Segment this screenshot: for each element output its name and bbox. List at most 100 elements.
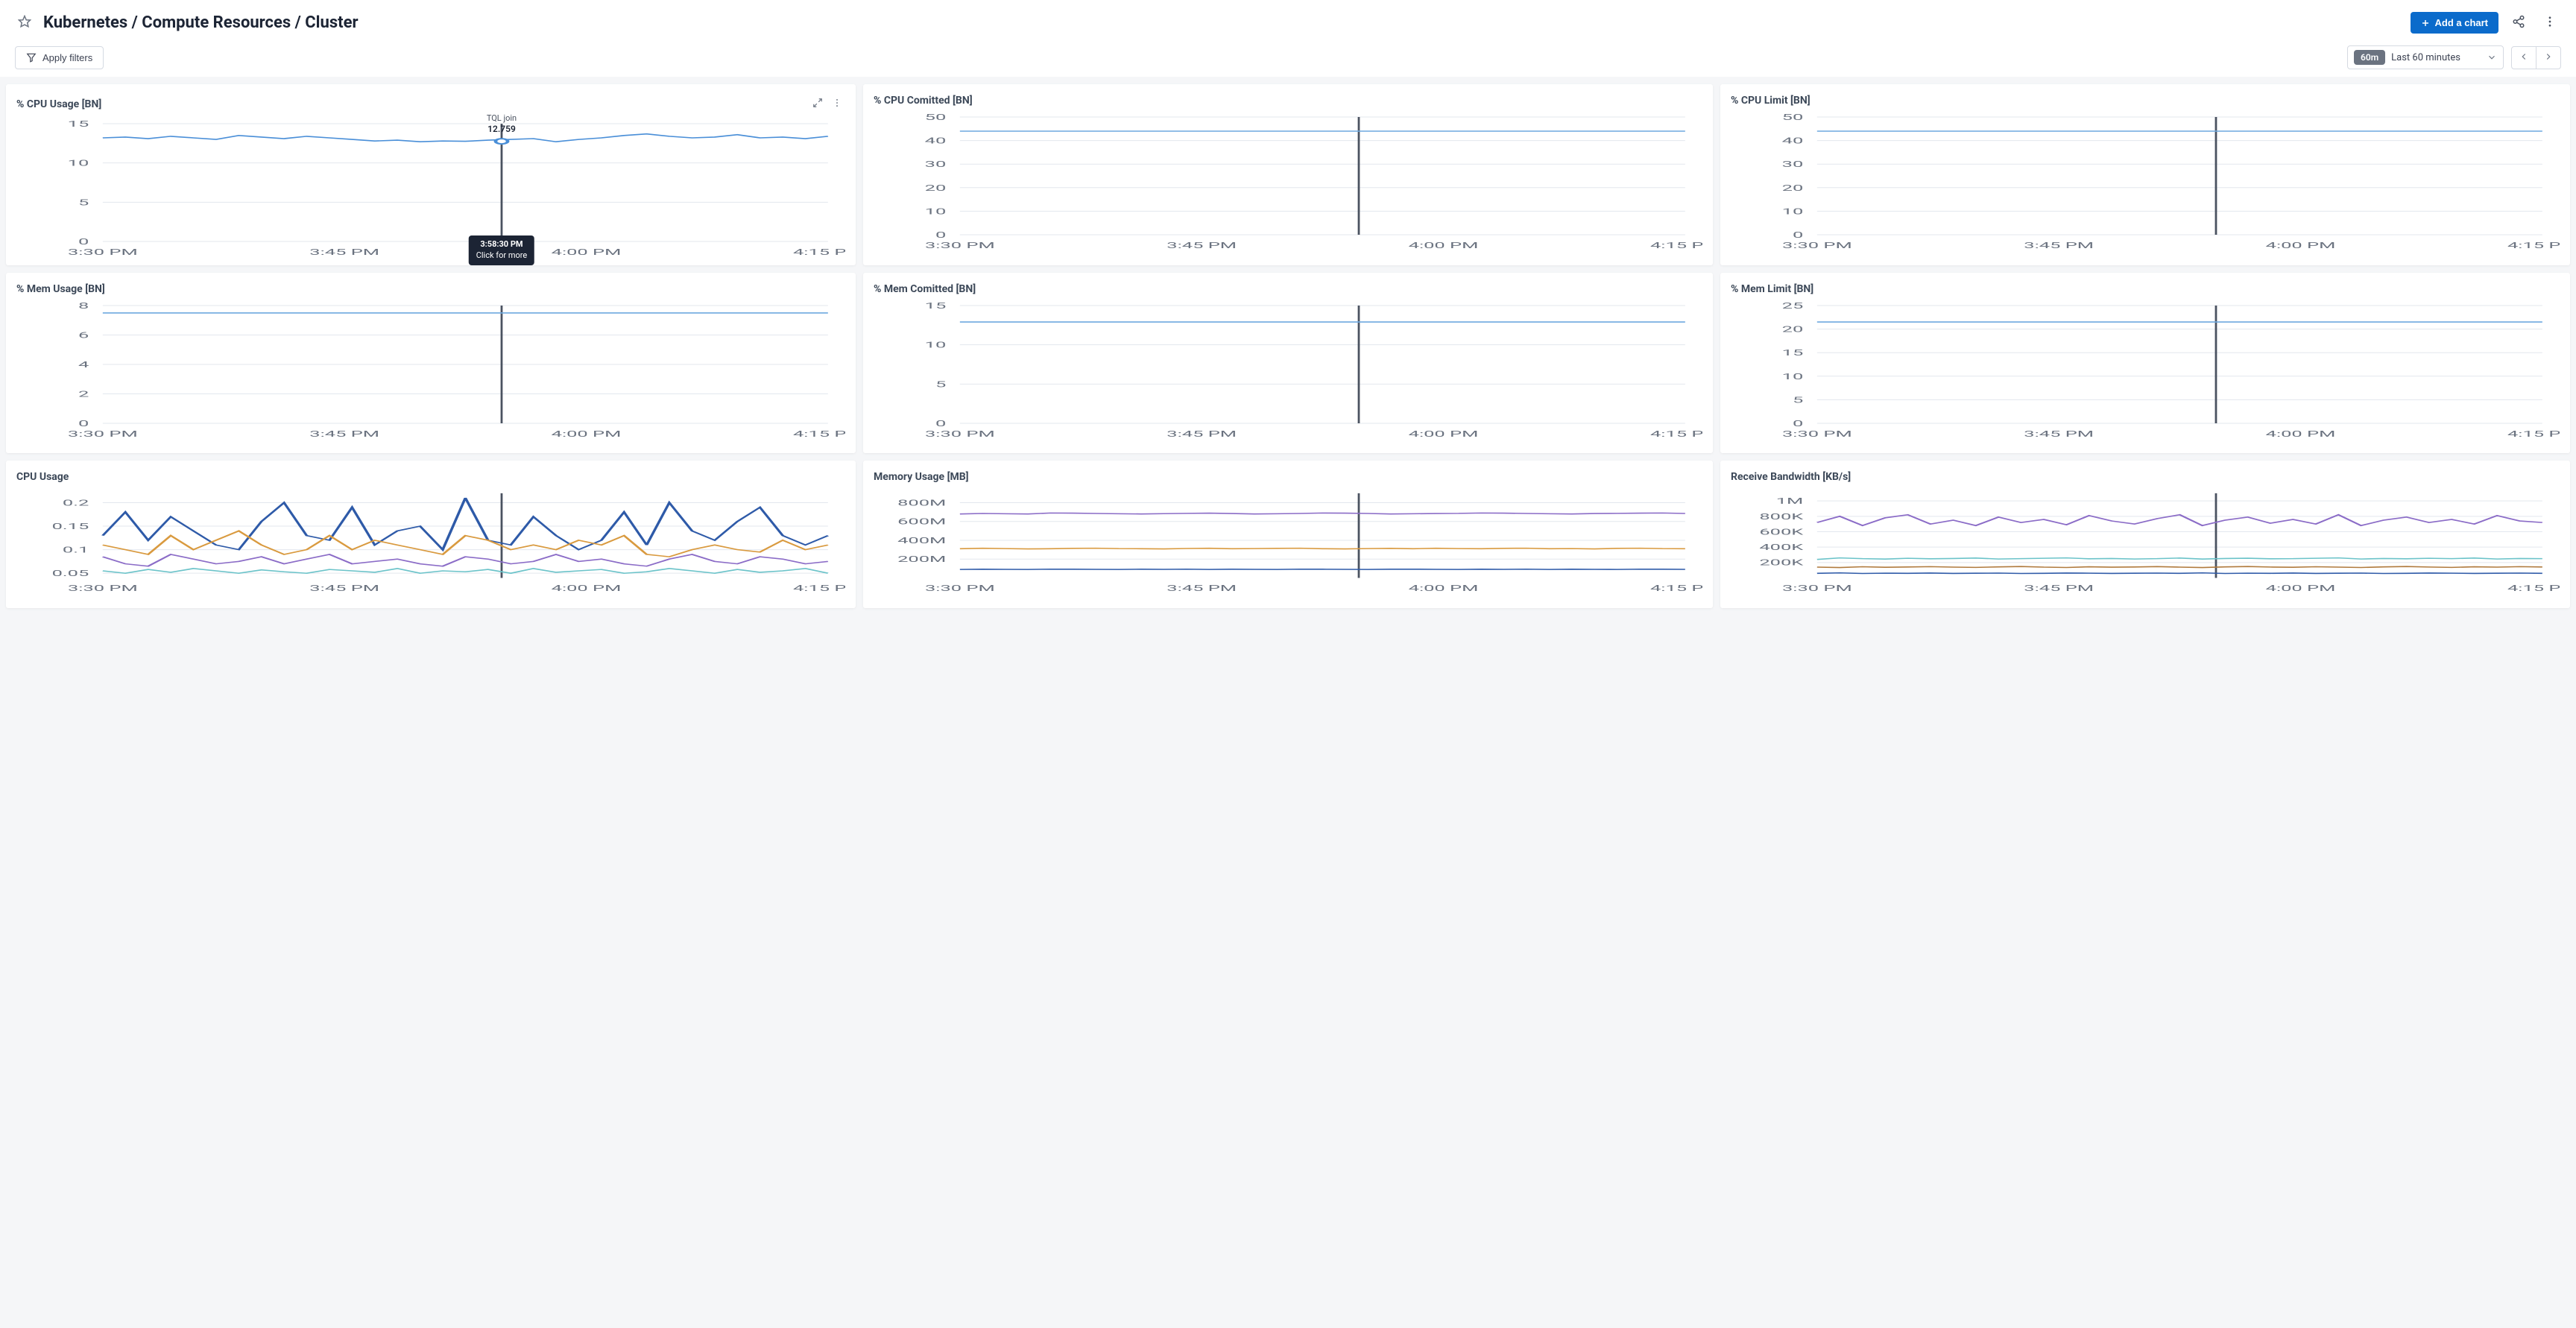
svg-text:40: 40 [925,136,947,146]
chart-svg: 200K400K600K800K1M3:30 PM3:45 PM4:00 PM4… [1731,487,2560,595]
chart-area[interactable]: 200K400K600K800K1M3:30 PM3:45 PM4:00 PM4… [1731,487,2560,595]
time-nav-group [2511,46,2561,69]
chart-svg: 010203040503:30 PM3:45 PM4:00 PM4:15 PM [874,111,1702,253]
panel-expand-button[interactable] [809,95,826,113]
svg-text:3:45 PM: 3:45 PM [1167,584,1237,593]
svg-text:4:00 PM: 4:00 PM [2266,241,2336,250]
time-next-button[interactable] [2536,47,2560,69]
page-title: Kubernetes / Compute Resources / Cluster [43,13,2402,32]
panel-title: % CPU Comitted [BN] [874,95,973,107]
svg-text:3:45 PM: 3:45 PM [2024,584,2094,593]
svg-text:4:00 PM: 4:00 PM [1409,241,1479,250]
chart-svg: 200M400M600M800M3:30 PM3:45 PM4:00 PM4:1… [874,487,1702,595]
svg-text:10: 10 [925,341,947,350]
svg-text:10: 10 [68,159,89,168]
dots-vertical-icon [2543,15,2557,28]
hover-series-label: TQL join [487,113,517,124]
panel-cpu_usage_pct: % CPU Usage [BN] 0510153:30 PM3:45 PM4:0… [6,84,856,265]
chart-area[interactable]: 200M400M600M800M3:30 PM3:45 PM4:00 PM4:1… [874,487,1702,595]
svg-text:3:45 PM: 3:45 PM [309,429,379,439]
svg-text:3:45 PM: 3:45 PM [309,247,379,257]
time-range-pill: 60m [2354,50,2385,65]
svg-text:6: 6 [78,330,89,340]
svg-text:4:15 PM: 4:15 PM [1650,429,1702,439]
apply-filters-label: Apply filters [42,52,92,63]
dots-vertical-icon [832,98,842,108]
panel-title: Receive Bandwidth [KB/s] [1731,471,1851,483]
svg-text:4:15 PM: 4:15 PM [793,429,845,439]
svg-text:3:30 PM: 3:30 PM [68,247,138,257]
svg-text:20: 20 [925,183,947,193]
more-menu-button[interactable] [2539,10,2561,35]
share-icon [2512,15,2525,28]
svg-text:10: 10 [1782,206,1804,216]
svg-text:600M: 600M [897,517,946,527]
svg-text:3:45 PM: 3:45 PM [1167,429,1237,439]
chart-area[interactable]: 010203040503:30 PM3:45 PM4:00 PM4:15 PM [1731,111,2560,253]
svg-text:3:45 PM: 3:45 PM [2024,429,2094,439]
chart-area[interactable]: 0510153:30 PM3:45 PM4:00 PM4:15 PM [874,300,1702,441]
cursor-tooltip[interactable]: 3:58:30 PMClick for more [469,235,535,265]
svg-text:1M: 1M [1776,496,1804,506]
svg-text:50: 50 [1782,113,1804,122]
svg-text:30: 30 [925,159,947,169]
svg-text:800K: 800K [1759,512,1804,522]
svg-text:0.2: 0.2 [63,498,89,508]
add-chart-label: Add a chart [2434,17,2488,28]
svg-text:3:30 PM: 3:30 PM [68,584,138,593]
panel-memory_usage_mb: Memory Usage [MB] 200M400M600M800M3:30 P… [863,461,1713,608]
svg-text:3:30 PM: 3:30 PM [925,241,995,250]
svg-text:40: 40 [1782,136,1804,146]
svg-text:5: 5 [78,197,89,207]
svg-text:3:30 PM: 3:30 PM [1782,429,1852,439]
time-prev-button[interactable] [2512,47,2536,69]
svg-text:0: 0 [78,419,89,429]
svg-text:3:30 PM: 3:30 PM [1782,584,1852,593]
panel-cpu_usage_raw: CPU Usage 0.050.10.150.23:30 PM3:45 PM4:… [6,461,856,608]
add-chart-button[interactable]: Add a chart [2411,12,2498,34]
panel-cpu_committed_pct: % CPU Comitted [BN] 010203040503:30 PM3:… [863,84,1713,265]
svg-text:10: 10 [925,206,947,216]
panel-title: CPU Usage [16,471,69,483]
favorite-star-button[interactable] [15,12,34,34]
panel-menu-button[interactable] [829,95,845,113]
panel-title: % Mem Usage [BN] [16,283,105,295]
svg-text:15: 15 [68,119,89,129]
svg-text:0: 0 [935,419,946,429]
svg-text:0: 0 [1793,419,1803,429]
chart-area[interactable]: 010203040503:30 PM3:45 PM4:00 PM4:15 PM [874,111,1702,253]
chart-area[interactable]: 0.050.10.150.23:30 PM3:45 PM4:00 PM4:15 … [16,487,845,595]
filter-icon [26,52,37,63]
svg-text:200K: 200K [1759,558,1804,568]
time-range-text: Last 60 minutes [2391,52,2481,63]
svg-text:10: 10 [1782,372,1804,382]
svg-text:0: 0 [1793,230,1803,240]
svg-text:3:30 PM: 3:30 PM [925,584,995,593]
svg-text:3:30 PM: 3:30 PM [925,429,995,439]
chart-area[interactable]: 024683:30 PM3:45 PM4:00 PM4:15 PM [16,300,845,441]
star-icon [18,15,31,28]
panel-title: % Mem Limit [BN] [1731,283,1813,295]
panel-cpu_limit_pct: % CPU Limit [BN] 010203040503:30 PM3:45 … [1720,84,2570,265]
svg-text:0: 0 [78,237,89,247]
chart-area[interactable]: 05101520253:30 PM3:45 PM4:00 PM4:15 PM [1731,300,2560,441]
apply-filters-button[interactable]: Apply filters [15,46,104,69]
chart-svg: 0.050.10.150.23:30 PM3:45 PM4:00 PM4:15 … [16,487,845,595]
svg-text:15: 15 [925,301,947,311]
svg-text:5: 5 [1793,395,1803,405]
svg-text:4:15 PM: 4:15 PM [793,247,845,257]
svg-text:4:15 PM: 4:15 PM [2507,584,2560,593]
svg-text:4:15 PM: 4:15 PM [2507,429,2560,439]
svg-text:3:30 PM: 3:30 PM [68,429,138,439]
time-range-selector[interactable]: 60m Last 60 minutes [2347,45,2504,69]
svg-text:3:45 PM: 3:45 PM [1167,241,1237,250]
chart-area[interactable]: 0510153:30 PM3:45 PM4:00 PM4:15 PM TQL j… [16,118,845,259]
plus-icon [2421,19,2430,28]
tooltip-time: 3:58:30 PM [476,239,528,250]
svg-text:25: 25 [1782,301,1804,311]
svg-text:20: 20 [1782,325,1804,335]
share-button[interactable] [2507,10,2530,35]
chart-svg: 05101520253:30 PM3:45 PM4:00 PM4:15 PM [1731,300,2560,441]
chart-svg: 024683:30 PM3:45 PM4:00 PM4:15 PM [16,300,845,441]
svg-text:4:00 PM: 4:00 PM [1409,584,1479,593]
